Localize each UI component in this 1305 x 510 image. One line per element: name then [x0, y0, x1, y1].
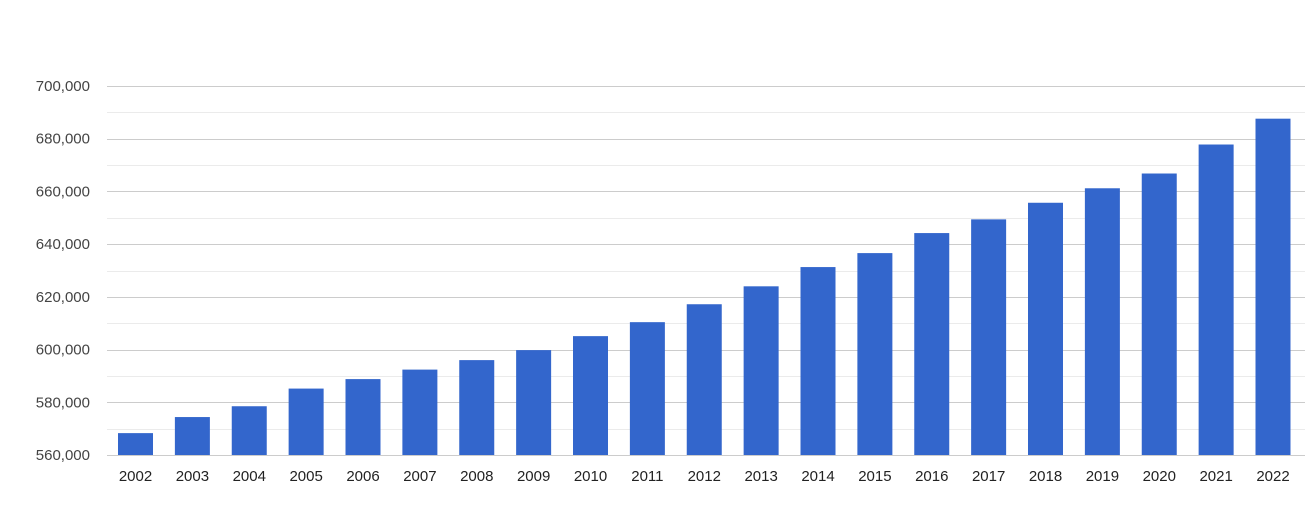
y-tick-label: 560,000	[36, 447, 90, 464]
bar-2013[interactable]	[743, 286, 779, 455]
bar-2022[interactable]	[1255, 118, 1291, 456]
x-tick-label: 2011	[631, 468, 663, 485]
x-tick-label: 2013	[744, 468, 777, 485]
y-tick-label: 680,000	[36, 131, 90, 148]
bar-2020[interactable]	[1141, 173, 1177, 455]
x-tick-label: 2006	[346, 468, 379, 485]
x-tick-label: 2019	[1086, 468, 1119, 485]
x-tick-label: 2016	[915, 468, 948, 485]
bar-2004[interactable]	[231, 406, 267, 455]
y-tick-label: 640,000	[36, 236, 90, 253]
x-tick-label: 2005	[289, 468, 322, 485]
x-tick-label: 2003	[176, 468, 209, 485]
bar-2016[interactable]	[914, 233, 950, 455]
x-tick-label: 2022	[1256, 468, 1289, 485]
bar-2011[interactable]	[629, 322, 665, 455]
x-tick-label: 2008	[460, 468, 493, 485]
bar-2009[interactable]	[516, 350, 552, 455]
y-tick-label: 620,000	[36, 289, 90, 306]
x-axis-tick-labels: 2002 2003 2004 2005 2006 2007 2008 2009 2010 2011…	[119, 468, 1290, 485]
bar-2021[interactable]	[1198, 144, 1234, 455]
bar-2007[interactable]	[402, 369, 438, 455]
bar-2018[interactable]	[1028, 202, 1063, 455]
x-tick-label: 2002	[119, 468, 152, 485]
bar-2019[interactable]	[1084, 188, 1120, 455]
bar-2017[interactable]	[971, 219, 1007, 455]
x-tick-label: 2021	[1199, 468, 1232, 485]
x-tick-label: 2004	[233, 468, 266, 485]
x-tick-label: 2017	[972, 468, 1005, 485]
x-tick-label: 2014	[801, 468, 834, 485]
x-tick-label: 2010	[574, 468, 607, 485]
x-tick-label: 2009	[517, 468, 550, 485]
bar-2003[interactable]	[174, 417, 210, 455]
bars	[118, 118, 1291, 456]
y-tick-label: 580,000	[36, 394, 90, 411]
bar-2012[interactable]	[686, 304, 722, 455]
y-tick-label: 660,000	[36, 183, 90, 200]
x-tick-label: 2015	[858, 468, 891, 485]
y-tick-label: 700,000	[36, 78, 90, 95]
bar-2014[interactable]	[800, 267, 836, 455]
y-axis-tick-labels: 560,000 580,000 600,000 620,000 640,000 660,0…	[36, 78, 90, 464]
bar-2015[interactable]	[857, 253, 893, 455]
x-tick-label: 2007	[403, 468, 436, 485]
x-tick-label: 2012	[688, 468, 721, 485]
bar-2008[interactable]	[459, 360, 495, 455]
bar-2010[interactable]	[573, 336, 608, 455]
bar-2005[interactable]	[288, 388, 324, 455]
bar-2006[interactable]	[345, 379, 381, 455]
x-tick-label: 2020	[1143, 468, 1176, 485]
bar-2002[interactable]	[118, 433, 153, 455]
y-tick-label: 600,000	[36, 342, 90, 359]
x-tick-label: 2018	[1029, 468, 1062, 485]
